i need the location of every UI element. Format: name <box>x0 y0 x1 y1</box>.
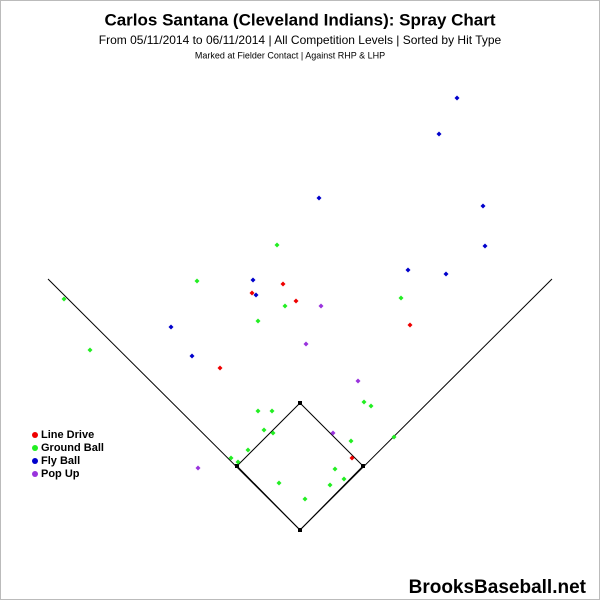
point <box>349 455 355 461</box>
point <box>341 476 347 482</box>
point <box>368 403 374 409</box>
point <box>235 459 241 465</box>
legend-label: Pop Up <box>41 468 80 480</box>
legend-label: Ground Ball <box>41 442 104 454</box>
point <box>195 465 201 471</box>
legend-marker <box>32 432 38 438</box>
point <box>332 466 338 472</box>
point <box>391 434 397 440</box>
point <box>398 295 404 301</box>
base <box>235 464 239 468</box>
point <box>189 353 195 359</box>
base <box>361 464 365 468</box>
point <box>318 303 324 309</box>
point <box>280 281 286 287</box>
point <box>443 271 449 277</box>
chart-title: Carlos Santana (Cleveland Indians): Spra… <box>104 10 495 29</box>
point <box>282 303 288 309</box>
point <box>269 408 275 414</box>
point <box>87 347 93 353</box>
chart-note: Marked at Fielder Contact | Against RHP … <box>195 50 385 60</box>
point <box>194 278 200 284</box>
point <box>228 455 234 461</box>
point <box>407 322 413 328</box>
point <box>454 95 460 101</box>
point <box>348 438 354 444</box>
point <box>255 318 261 324</box>
point <box>405 267 411 273</box>
point <box>330 430 336 436</box>
legend-label: Line Drive <box>41 429 94 441</box>
point <box>168 324 174 330</box>
point <box>249 290 255 296</box>
legend-marker <box>32 458 38 464</box>
legend-marker <box>32 445 38 451</box>
point <box>316 195 322 201</box>
foul-line <box>47 278 301 531</box>
base <box>298 401 302 405</box>
point <box>293 298 299 304</box>
point <box>355 378 361 384</box>
point <box>303 341 309 347</box>
point <box>361 399 367 405</box>
point <box>482 243 488 249</box>
foul-line <box>299 278 553 531</box>
point <box>250 277 256 283</box>
chart-subtitle: From 05/11/2014 to 06/11/2014 | All Comp… <box>99 33 502 47</box>
point <box>270 430 276 436</box>
point <box>253 292 259 298</box>
point <box>255 408 261 414</box>
point <box>327 482 333 488</box>
home-plate <box>298 528 302 532</box>
point <box>302 496 308 502</box>
point <box>274 242 280 248</box>
point <box>217 365 223 371</box>
point <box>436 131 442 137</box>
legend-marker <box>32 471 38 477</box>
point <box>480 203 486 209</box>
point <box>261 427 267 433</box>
bases <box>235 401 365 532</box>
point <box>276 480 282 486</box>
point <box>61 296 67 302</box>
legend-label: Fly Ball <box>41 455 80 467</box>
point <box>245 447 251 453</box>
footer: BrooksBaseball.net <box>409 577 587 598</box>
